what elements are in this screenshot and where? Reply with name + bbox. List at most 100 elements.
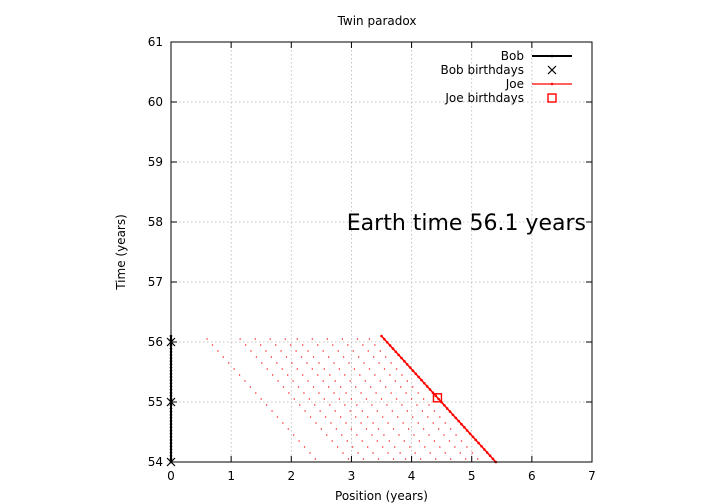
trail-point (277, 380, 279, 382)
trail-point (444, 422, 446, 424)
trail-point (292, 380, 294, 382)
trail-point (454, 446, 456, 448)
legend-label: Joe birthdays (444, 91, 524, 105)
trail-point (402, 422, 404, 424)
trail-point (311, 338, 313, 340)
trail-point (407, 428, 410, 430)
trail-point (345, 422, 347, 424)
trail-point (352, 350, 354, 352)
joe-point (417, 375, 420, 379)
trail-point (356, 434, 358, 436)
joe-point (460, 422, 463, 426)
trail-point (276, 362, 278, 364)
trail-point (377, 458, 380, 460)
trail-point (416, 404, 418, 406)
trail-point (318, 392, 320, 394)
trail-point (471, 452, 473, 454)
trail-point (318, 362, 320, 364)
joe-point (454, 416, 458, 420)
y-tick-label: 54 (148, 455, 163, 469)
trail-point (299, 404, 301, 406)
trail-point (322, 350, 324, 352)
trail-point (335, 428, 337, 430)
trail-point (255, 356, 258, 358)
legend-label: Bob (501, 49, 524, 63)
joe-point (451, 413, 455, 417)
trail-point (400, 386, 402, 388)
trail-point (429, 452, 431, 454)
trail-point (331, 440, 333, 442)
trail-point (387, 452, 389, 454)
trail-point (309, 416, 312, 418)
trail-point (344, 404, 346, 406)
trail-point (444, 452, 446, 454)
joe-birthday-marker (432, 393, 443, 403)
trail-point (288, 392, 290, 394)
trail-point (387, 422, 389, 424)
trail-point (409, 446, 411, 448)
trail-point (389, 374, 391, 376)
trail-point (280, 350, 282, 352)
trail-point (383, 368, 386, 370)
trail-point (401, 374, 403, 376)
trail-point (295, 350, 297, 352)
trail-point (406, 410, 408, 412)
trail-point (272, 374, 274, 376)
trail-point (362, 458, 365, 460)
trail-point (397, 416, 399, 418)
trail-point (417, 392, 419, 394)
trail-point (260, 398, 262, 400)
x-tick-label: 3 (348, 469, 356, 483)
trail-point (306, 362, 308, 364)
joe-point (385, 341, 389, 344)
trail-point (390, 392, 392, 394)
trail-point (361, 440, 363, 442)
trail-point (334, 380, 336, 382)
trail-point (412, 416, 414, 418)
trail-point (343, 356, 345, 358)
legend-point-swatch (550, 82, 554, 86)
trail-point (365, 428, 368, 430)
trail-point (296, 338, 298, 340)
trail-point (302, 374, 304, 376)
trail-point (410, 398, 413, 400)
x-tick-label: 5 (468, 469, 476, 483)
trail-point (293, 434, 295, 436)
trail-point (385, 356, 387, 358)
joe-point (408, 366, 412, 369)
trail-point (333, 362, 335, 364)
joe-point (488, 454, 492, 458)
joe-point (420, 378, 423, 382)
joe-point (400, 356, 403, 360)
trail-point (356, 404, 358, 406)
trail-point (355, 416, 357, 418)
trail-point (291, 362, 293, 364)
y-tick-label: 61 (148, 35, 163, 49)
x-axis-label: Position (years) (335, 489, 428, 503)
trail-point (347, 458, 350, 460)
trail-point (233, 368, 235, 370)
trail-point (356, 338, 359, 340)
x-tick-label: 0 (167, 469, 175, 483)
trail-point (330, 422, 332, 424)
trail-point (303, 392, 305, 394)
joe-point (411, 369, 415, 372)
trail-point (300, 356, 303, 358)
trail-point (332, 344, 334, 346)
trail-point (266, 404, 268, 406)
joe-point (388, 344, 392, 347)
trail-point (355, 386, 357, 388)
trail-point (360, 392, 362, 394)
trail-point (323, 368, 325, 370)
x-tick-label: 1 (227, 469, 235, 483)
trail-point (372, 422, 374, 424)
trail-point (324, 416, 327, 418)
joe-point (483, 448, 486, 451)
trail-point (438, 428, 440, 430)
trail-point (377, 428, 380, 430)
trail-point (275, 344, 277, 346)
background-trails (206, 338, 479, 460)
legend-label: Joe (505, 77, 524, 91)
